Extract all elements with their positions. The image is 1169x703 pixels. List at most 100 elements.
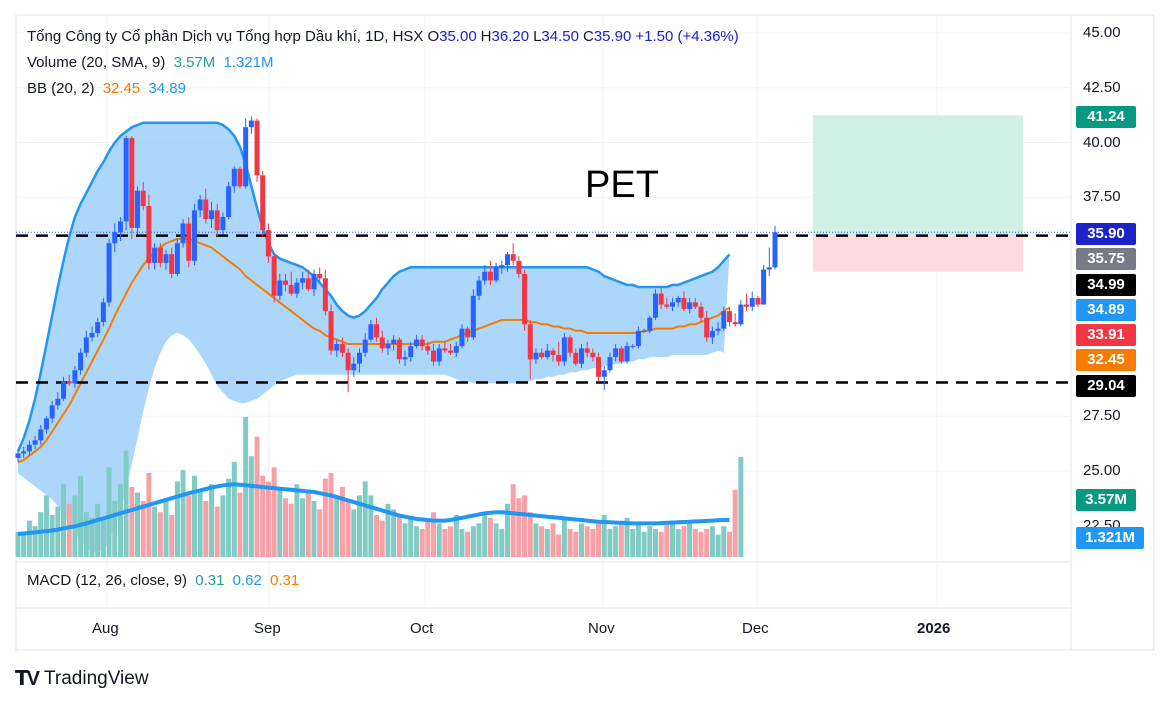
volume-bar [322,478,328,557]
price-tick-label: 40.00 [1083,133,1121,151]
candle-body [26,444,32,452]
candle-body [191,210,197,261]
candle-body [442,348,448,351]
volume-bar [26,520,32,557]
volume-label: Volume (20, SMA, 9) [27,54,166,71]
price-badge: 32.45 [1076,349,1136,371]
volume-bar [732,489,738,557]
volume-bar [117,484,123,557]
volume-bar [277,489,283,557]
candle-body [761,269,767,305]
volume-bar [664,523,670,557]
candle-body [692,302,698,307]
volume-bar [544,529,550,557]
candle-body [49,405,55,419]
macd-label: MACD (12, 26, close, 9) [27,572,188,589]
candle-body [413,339,419,347]
candle-body [487,271,493,281]
candle-body [174,243,180,274]
volume-bar [140,501,146,557]
candle-body [129,138,135,228]
candle-body [271,256,277,296]
legend-main: Tổng Công ty Cổ phần Dịch vụ Tổng hợp Dầ… [27,28,743,45]
candle-body [510,254,516,261]
volume-bar [305,492,311,557]
volume-bar [374,515,380,557]
volume-bar [556,534,562,557]
volume-bar [95,503,101,557]
candle-body [248,120,254,128]
legend-bb[interactable]: BB (20, 2) 32.45 34.89 [27,80,190,97]
volume-bar [15,531,21,557]
candle-body [539,352,545,358]
candle-body [618,348,624,362]
candle-body [419,339,425,347]
volume-bar [32,526,38,557]
volume-bar [112,501,118,557]
candle-body [715,328,721,331]
volume-badge: 1.321M [1076,527,1144,549]
time-tick-label: Dec [742,620,769,637]
volume-bar [698,531,704,557]
candle-body [288,284,294,294]
candle-body [140,190,146,207]
candle-body [465,328,471,338]
time-tick-label: Oct [410,620,434,637]
candle-body [721,311,727,329]
time-tick-label: Aug [92,620,119,637]
volume-bar [482,512,488,557]
volume-bar [613,526,619,557]
candle-body [766,267,772,270]
time-tick-label: 2026 [917,620,951,637]
volume-bar [152,506,158,557]
candle-body [32,440,38,445]
price-badge: 35.75 [1076,248,1136,270]
volume-bar [641,531,647,557]
candle-body [516,260,522,274]
chart-frame [15,14,1155,651]
volume-bar [476,523,482,557]
legend-volume[interactable]: Volume (20, SMA, 9) 3.57M 1.321M [27,54,278,71]
candle-body [328,311,334,351]
volume-bar [43,495,49,557]
candle-body [220,216,226,231]
candle-body [112,232,118,244]
bb-lower-value: 32.45 [102,80,141,97]
volume-bar [379,520,385,557]
candle-body [732,322,738,325]
candle-body [146,206,152,263]
volume-bar [106,467,112,557]
position-zones[interactable] [813,115,1023,272]
legend-macd[interactable]: MACD (12, 26, close, 9) 0.31 0.62 0.31 [27,572,303,589]
candle-body [613,348,619,358]
volume-bar [510,484,516,557]
candle-body [123,138,129,222]
price-badge: 35.90 [1076,223,1136,245]
volume-bar [21,534,27,557]
volume-bar [100,520,106,557]
candle-body [89,333,95,338]
candle-body [351,363,357,371]
volume-bar [573,531,579,557]
candle-body [459,328,465,347]
volume-bar [163,498,169,557]
volume-bar [658,531,664,557]
volume-value: 3.57M [173,54,216,71]
volume-bar [430,512,436,557]
candle-body [317,273,323,279]
candle-body [277,280,283,296]
brand-text: TradingView [43,667,149,689]
volume-bar [539,526,545,557]
horizontal-levels[interactable] [16,234,1071,384]
candle-body [573,352,579,364]
candle-body [254,120,260,176]
candle-body [448,350,454,353]
price-badge: 33.91 [1076,324,1136,346]
tradingview-logo[interactable]: 𝗧V TradingView [15,666,149,691]
candle-body [749,297,755,307]
candle-body [385,343,391,349]
symbol-annotation[interactable]: PET [585,164,659,206]
volume-bar [317,509,323,557]
candle-body [630,346,636,348]
